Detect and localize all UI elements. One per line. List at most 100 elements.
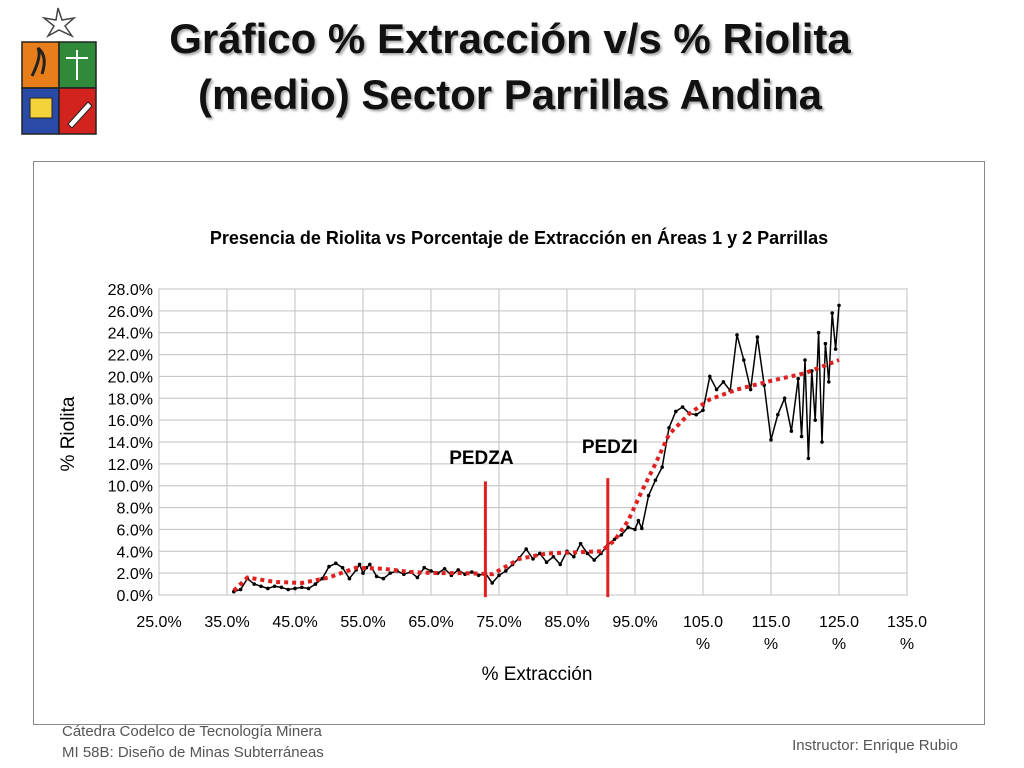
data-point [680,405,685,409]
data-point [422,565,427,570]
y-tick-label: 18.0% [108,391,153,408]
trend-series [232,358,840,593]
data-point [470,570,474,574]
data-point [755,335,760,339]
data-point [266,586,270,591]
chart-area: Presencia de Riolita vs Porcentaje de Ex… [33,161,985,725]
data-point [497,573,501,578]
data-point [286,587,290,592]
y-tick-label: 20.0% [108,369,153,386]
data-point [347,576,352,581]
data-point [259,584,263,589]
y-tick-label: 12.0% [108,457,153,474]
slide-title-line-1: Gráfico % Extracción v/s % Riolita [169,15,851,62]
data-point [769,438,773,442]
data-point [806,456,811,461]
data-point [388,571,393,575]
slide-title-line-2: (medio) Sector Parrillas Andina [198,71,822,118]
y-tick-label: 26.0% [108,304,153,321]
y-tick-label: 14.0% [108,435,153,452]
gridlines [158,288,908,596]
data-point [667,425,671,430]
data-point [816,330,821,335]
data-point [374,574,379,579]
data-point [544,560,549,565]
data-point [238,587,243,592]
data-point [782,396,787,401]
y-tick-label: 8.0% [117,501,153,518]
marker-label-pedza: PEDZA [449,448,514,469]
data-point [714,387,719,392]
data-point [490,581,495,585]
x-axis-tick-labels: 25.0% 35.0% 45.0% 55.0% 65.0% 75.0% 85.0% 95.0%… [136,614,927,653]
data-point [381,576,386,581]
x-tick-label: 65.0% [408,614,453,631]
data-point [429,569,433,573]
data-point [660,465,664,469]
data-point [306,586,311,591]
data-point [830,311,834,315]
data-point [833,347,838,351]
data-point [612,537,617,542]
y-axis-label: % Riolita [58,396,79,471]
x-tick-label: 95.0% [612,614,657,631]
x-tick-label: 135.0% [887,614,927,653]
y-tick-label: 16.0% [108,413,153,430]
data-point [442,566,447,571]
footer-subject: MI 58B: Diseño de Minas Subterráneas [62,744,324,761]
x-tick-label: 75.0% [476,614,521,631]
data-point [456,568,461,572]
marker-label-pedzi: PEDZI [582,437,638,458]
y-tick-label: 28.0% [108,282,153,299]
data-point [636,518,641,523]
data-point [293,586,297,591]
data-point [504,569,508,573]
data-point [340,565,345,570]
data-point [578,541,583,546]
y-tick-label: 4.0% [117,544,153,561]
data-point [694,412,698,417]
x-tick-label: 115.0% [752,614,791,653]
y-axis-tick-labels: 0.0% 2.0% 4.0% 6.0% 8.0% 10.0% 12.0% 14.0% 16.0%… [108,282,153,605]
data-point [708,374,712,379]
data-point [572,554,576,559]
x-tick-label: 35.0% [204,614,249,631]
data-point [252,582,256,586]
x-tick-label: 85.0% [544,614,589,631]
data-point [300,585,304,590]
data-point [334,561,338,566]
data-point [748,387,753,392]
data-point [361,571,365,575]
data-point [619,533,624,537]
data-point [272,584,277,589]
y-tick-label: 2.0% [117,566,153,583]
y-tick-label: 6.0% [117,522,153,539]
x-tick-label: 55.0% [340,614,385,631]
data-point [320,576,325,581]
data-point [796,376,800,381]
x-tick-label: 45.0% [272,614,317,631]
data-point [803,358,807,362]
data-point [415,575,420,580]
data-point [633,527,637,532]
university-crest-logo [21,7,97,135]
data-point [327,564,331,569]
data-point [742,358,746,362]
x-tick-label: 105.0% [683,614,723,653]
data-point [646,493,651,498]
footer-course: Cátedra Codelco de Tecnología Minera [62,723,322,740]
chart-title: Presencia de Riolita vs Porcentaje de Ex… [210,227,828,248]
data-point [585,551,590,556]
data-point [357,562,362,567]
footer-instructor: Instructor: Enrique Rubio [792,737,958,754]
x-tick-label: 125.0% [819,614,859,653]
data-point [789,429,794,433]
x-axis-label: % Extracción [482,664,593,685]
data-point [776,412,780,417]
x-tick-label: 25.0% [136,614,181,631]
data-point [837,303,841,308]
data-point [820,440,824,444]
data-point [524,547,528,551]
data-point [538,551,542,556]
data-point [721,380,726,384]
